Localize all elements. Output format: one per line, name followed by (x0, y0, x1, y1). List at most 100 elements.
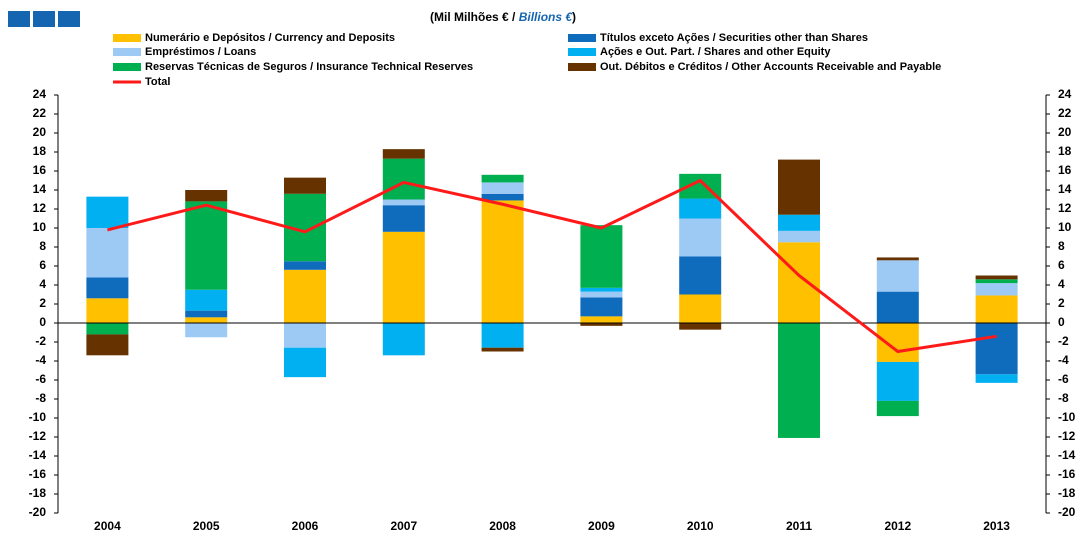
bar-segment (679, 256, 722, 295)
y-tick-label: -18 (29, 486, 47, 500)
bar-segment (481, 182, 524, 194)
y2-tick-label: 16 (1058, 163, 1072, 177)
bar-segment (185, 317, 228, 323)
bar-segment (679, 198, 722, 219)
bar-segment (975, 275, 1018, 280)
bar-segment (481, 193, 524, 201)
x-tick-label: 2004 (94, 519, 121, 533)
bar-segment (86, 228, 129, 278)
legend-label: Out. Débitos e Créditos / Other Accounts… (600, 61, 941, 73)
bar-segment (185, 323, 228, 338)
logo-block (58, 11, 80, 27)
bar-segment (284, 323, 326, 348)
y2-tick-label: -2 (1058, 334, 1069, 348)
bar-segment (382, 205, 425, 232)
bar-segment (679, 218, 722, 257)
bar-segment (284, 177, 326, 194)
y-tick-label: -4 (35, 353, 46, 367)
legend-swatch (568, 63, 596, 71)
bar-segment (185, 201, 228, 290)
chart-title: (Mil Milhões € / Billions €) (430, 10, 576, 24)
legend-swatch (113, 63, 141, 71)
bar-segment (382, 199, 425, 206)
bar-segment (778, 242, 820, 323)
y2-tick-label: -10 (1058, 410, 1076, 424)
x-tick-label: 2005 (193, 519, 220, 533)
legend-label: Títulos exceto Ações / Securities other … (600, 32, 868, 44)
logo-block (33, 11, 55, 27)
y2-tick-label: 8 (1058, 239, 1065, 253)
y2-tick-label: -18 (1058, 486, 1076, 500)
bar-segment (580, 316, 623, 323)
y2-tick-label: 0 (1058, 315, 1065, 329)
y-tick-label: 16 (33, 163, 47, 177)
legend-label: Reservas Técnicas de Seguros / Insurance… (145, 61, 473, 73)
bar-segment (481, 323, 524, 348)
y-tick-label: -8 (35, 391, 46, 405)
y-tick-label: -6 (35, 372, 46, 386)
x-tick-label: 2006 (292, 519, 319, 533)
y2-tick-label: 18 (1058, 144, 1072, 158)
bar-segment (86, 298, 129, 323)
bar-segment (86, 323, 129, 335)
bar-segment (679, 323, 722, 330)
legend-swatch (568, 34, 596, 42)
x-tick-label: 2007 (390, 519, 417, 533)
bar-segment (382, 158, 425, 200)
y-tick-label: 2 (39, 296, 46, 310)
bar-segment (580, 297, 623, 317)
y-tick-label: 14 (33, 182, 47, 196)
y2-tick-label: 10 (1058, 220, 1072, 234)
y-tick-label: -20 (29, 505, 47, 519)
legend-swatch (568, 48, 596, 56)
y2-tick-label: -8 (1058, 391, 1069, 405)
y-tick-label: 18 (33, 144, 47, 158)
bar-segment (580, 225, 623, 288)
y2-tick-label: -6 (1058, 372, 1069, 386)
bar-segment (481, 200, 524, 323)
bar-segment (975, 295, 1018, 323)
bar-segment (876, 257, 919, 261)
y2-tick-label: -16 (1058, 467, 1076, 481)
y-tick-label: 22 (33, 106, 47, 120)
y-tick-label: -12 (29, 429, 47, 443)
y2-tick-label: -20 (1058, 505, 1076, 519)
legend-label: Empréstimos / Loans (145, 46, 256, 58)
bar-segment (778, 323, 820, 438)
bar-segment (185, 289, 228, 311)
x-tick-label: 2013 (983, 519, 1010, 533)
bar-segment (86, 196, 129, 228)
bar-segment (580, 291, 623, 298)
bar-segment (876, 323, 919, 362)
y-tick-label: -2 (35, 334, 46, 348)
y2-tick-label: 4 (1058, 277, 1065, 291)
bar-segment (975, 279, 1018, 284)
total-line (107, 178, 997, 354)
y2-tick-label: -12 (1058, 429, 1076, 443)
bar-segment (876, 260, 919, 292)
bar-segment (284, 261, 326, 270)
bar-segment (876, 361, 919, 401)
x-tick-label: 2008 (489, 519, 516, 533)
bar-segment (382, 149, 425, 159)
bar-segment (778, 159, 820, 215)
x-tick-label: 2010 (687, 519, 714, 533)
bar-segment (284, 269, 326, 323)
bar-segment (975, 283, 1018, 296)
legend-label: Ações e Out. Part. / Shares and other Eq… (600, 46, 831, 58)
y2-tick-label: -4 (1058, 353, 1069, 367)
y2-tick-label: 6 (1058, 258, 1065, 272)
y-tick-label: 6 (39, 258, 46, 272)
bar-segment (284, 347, 326, 378)
bar-segment (185, 310, 228, 318)
bar-segment (86, 334, 129, 356)
y2-tick-label: 14 (1058, 182, 1072, 196)
bar-segment (876, 400, 919, 417)
bar-segment (481, 347, 524, 352)
bar-segment (876, 291, 919, 323)
bar-segment (382, 231, 425, 323)
y-tick-label: -10 (29, 410, 47, 424)
bar-segment (185, 190, 228, 202)
y-tick-label: 20 (33, 125, 47, 139)
